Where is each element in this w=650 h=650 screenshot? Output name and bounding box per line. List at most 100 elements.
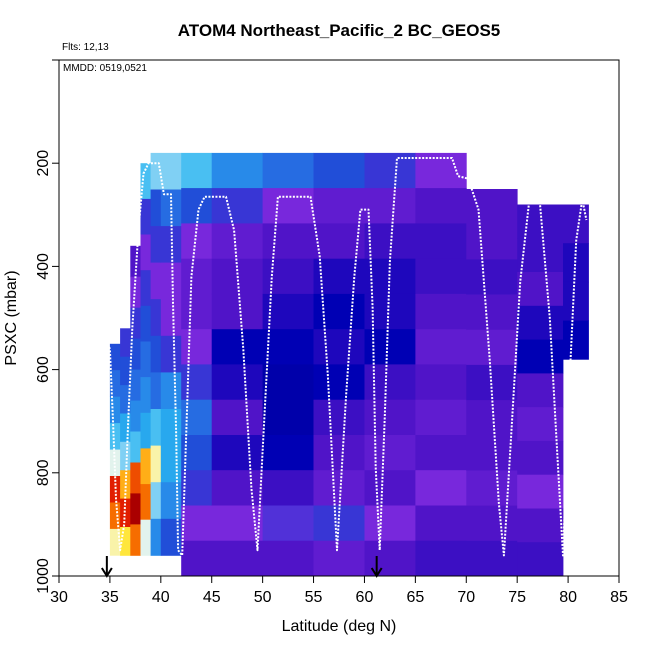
heatmap-cell [109, 528, 121, 556]
heatmap-cell [313, 152, 365, 189]
heatmap-cell [150, 335, 162, 373]
x-tick-label: 60 [356, 589, 374, 606]
heatmap-cell [313, 188, 365, 224]
x-tick-label: 30 [50, 589, 68, 606]
heatmap-cell [181, 293, 213, 330]
heatmap-cell [211, 399, 263, 436]
heatmap-cell [120, 413, 131, 443]
heatmap-cell [140, 377, 152, 414]
heatmap-cell [109, 396, 121, 424]
heatmap-cell [517, 305, 564, 340]
heatmap-cell [140, 484, 152, 521]
heatmap-cell [262, 152, 314, 189]
heatmap-cell [364, 329, 416, 365]
plot-frame [58, 59, 620, 577]
heatmap-cell [415, 505, 467, 542]
heatmap-cell [415, 470, 467, 506]
heatmap-cell [109, 370, 121, 397]
heatmap-cell [130, 524, 141, 556]
heatmap-cell [120, 498, 131, 528]
heatmap-cell [140, 198, 152, 235]
heatmap-cell [517, 373, 564, 408]
heatmap-cell [181, 505, 213, 542]
heatmap-cell [181, 540, 213, 577]
heatmap-cell [466, 224, 518, 260]
heatmap-cell [150, 409, 162, 446]
heatmap-cell [120, 527, 131, 556]
heatmap-cell [150, 372, 162, 410]
x-tick-label: 75 [508, 589, 526, 606]
heatmap-cell [211, 293, 263, 330]
x-tick-label: 70 [457, 589, 475, 606]
y-tick-label: 600 [35, 356, 52, 383]
heatmap-cell [313, 293, 365, 330]
heatmap-cell [160, 335, 182, 373]
heatmap-cell [150, 189, 162, 227]
heatmap-cell [415, 399, 467, 436]
heatmap-cell [313, 364, 365, 401]
x-axis-label: Latitude (deg N) [282, 618, 397, 635]
heatmap-cell [160, 152, 182, 190]
heatmap-cell [130, 493, 141, 525]
heatmap-cell [140, 412, 152, 449]
heatmap-cell [262, 540, 314, 577]
heatmap-cell [415, 223, 467, 260]
y-axis: 200 400 600 800 1000 [35, 59, 59, 594]
heatmap-cell [313, 329, 365, 365]
heatmap-cell [130, 245, 141, 278]
heatmap-cell [130, 431, 141, 463]
heatmap-cell [517, 542, 564, 577]
heatmap-cell [130, 307, 141, 340]
heatmap-cell [364, 364, 416, 401]
chart-title: ATOM4 Northeast_Pacific_2 BC_GEOS5 [178, 21, 501, 40]
heatmap-cell [262, 329, 314, 365]
x-axis: 30 35 40 45 50 55 60 65 70 75 80 85 [50, 576, 628, 606]
heatmap-cell [313, 540, 365, 577]
heatmap-cell [262, 505, 314, 542]
y-tick-label: 1000 [35, 558, 52, 594]
heatmap-cell [150, 299, 162, 337]
heatmap-cell [466, 189, 518, 225]
heatmap-cell [466, 294, 518, 331]
heatmap-cell [130, 276, 141, 309]
flights-note: Flts: 12,13 [62, 42, 109, 53]
heatmap-cell [120, 441, 131, 471]
heatmap-cell [120, 385, 131, 414]
heatmap-cell [120, 470, 131, 499]
heatmap-cell [130, 400, 141, 432]
heatmap-cell [130, 462, 141, 494]
heatmap-cell [262, 188, 314, 224]
heatmap-cell [517, 272, 564, 307]
heatmap-cell [415, 258, 467, 295]
heatmap-cell [109, 343, 121, 371]
heatmap-cell [160, 445, 182, 483]
heatmap-cell [109, 502, 121, 530]
heatmap-cell [150, 262, 162, 300]
heatmap-cell [160, 226, 182, 264]
x-tick-label: 45 [203, 589, 221, 606]
heatmap-cell [181, 258, 213, 295]
heatmap-cell [415, 435, 467, 471]
heatmap-cell [160, 372, 182, 410]
heatmap-cell [466, 540, 518, 577]
arrow-marker [101, 556, 113, 578]
heatmap-cell [517, 474, 564, 509]
heatmap-cell [415, 540, 467, 577]
heatmap-cell [140, 341, 152, 378]
heatmap-cell [150, 518, 162, 556]
heatmap-cell [150, 226, 162, 264]
heatmap-cell [364, 152, 416, 189]
y-tick-label: 400 [35, 253, 52, 280]
x-tick-label: 40 [152, 589, 170, 606]
heatmap-cell [160, 409, 182, 446]
heatmap-cell [415, 293, 467, 330]
heatmap-cell [415, 364, 467, 401]
x-tick-label: 85 [610, 589, 628, 606]
heatmap-cell [150, 482, 162, 520]
heatmap-cell [120, 356, 131, 386]
heatmap-cell [563, 281, 589, 321]
heatmap-cell [211, 470, 263, 506]
heatmap-cell [211, 364, 263, 401]
heatmap-cell [466, 470, 518, 507]
heatmap-cell [415, 188, 467, 224]
